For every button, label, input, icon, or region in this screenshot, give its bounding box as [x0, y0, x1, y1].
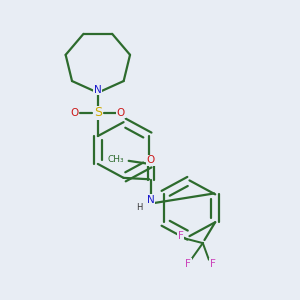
Text: F: F [185, 259, 191, 269]
Text: O: O [70, 108, 79, 118]
Text: F: F [178, 231, 184, 241]
Text: S: S [94, 106, 102, 119]
Text: H: H [136, 203, 142, 212]
Text: N: N [94, 85, 102, 94]
Text: CH₃: CH₃ [108, 155, 124, 164]
Text: O: O [117, 108, 125, 118]
Text: N: N [147, 195, 155, 205]
Text: F: F [210, 259, 216, 269]
Text: O: O [147, 155, 155, 165]
Text: N: N [94, 85, 102, 94]
